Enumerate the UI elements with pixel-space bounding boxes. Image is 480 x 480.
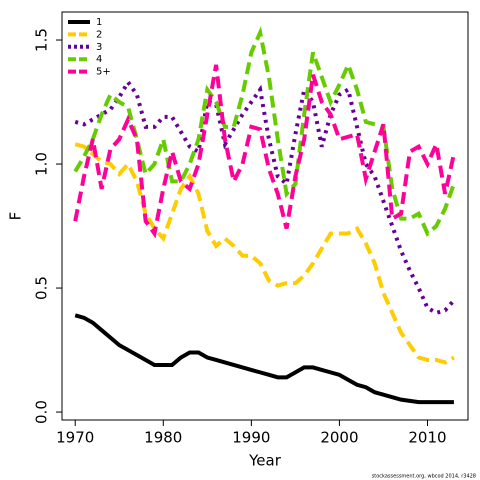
x-tick-label: 1970 bbox=[56, 429, 94, 447]
legend-label: 5+ bbox=[96, 67, 111, 78]
legend-label: 2 bbox=[96, 29, 102, 40]
series-line bbox=[74, 142, 455, 365]
legend-label: 1 bbox=[96, 17, 102, 28]
legend-label: 4 bbox=[96, 54, 102, 65]
y-axis-label: F bbox=[7, 212, 25, 221]
x-tick-label: 1980 bbox=[144, 429, 182, 447]
y-tick-label: 1.5 bbox=[33, 28, 51, 52]
footer: stockassessment.org, wbcod 2014, r3428 bbox=[372, 474, 476, 480]
series-line bbox=[73, 64, 456, 239]
x-tick-label: 2010 bbox=[408, 429, 446, 447]
x-tick-label: 1990 bbox=[232, 429, 270, 447]
legend-label: 3 bbox=[96, 42, 102, 53]
y-tick-label: 1.0 bbox=[33, 152, 51, 176]
x-axis-label: Year bbox=[248, 452, 282, 470]
series-line bbox=[74, 78, 456, 316]
y-tick-label: 0.0 bbox=[33, 400, 51, 424]
series-line bbox=[74, 313, 454, 405]
x-tick-label: 2000 bbox=[320, 429, 358, 447]
plot-frame bbox=[61, 11, 469, 421]
y-tick-label: 0.5 bbox=[33, 276, 51, 300]
